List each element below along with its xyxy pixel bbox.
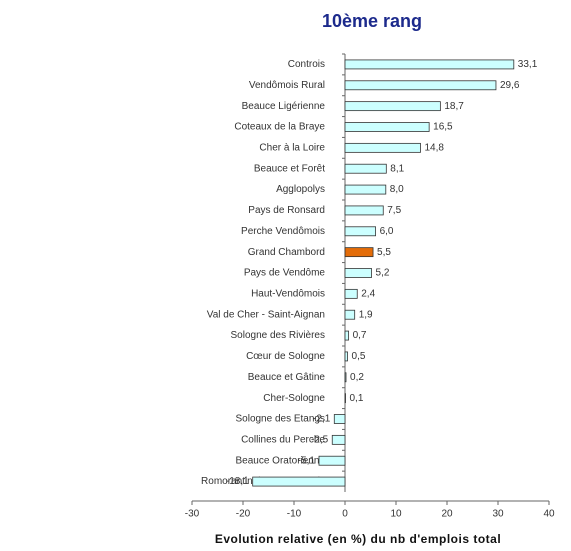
x-tick-label: 0 — [342, 509, 348, 520]
bar — [344, 59, 515, 70]
y-tick-label: Perche Vendômois — [241, 226, 325, 237]
y-tick-label: Sologne des Etangs — [235, 414, 325, 425]
value-label: 8,0 — [390, 184, 404, 195]
y-tick-label: Coteaux de la Braye — [234, 122, 325, 133]
bar — [344, 184, 387, 195]
value-label: 0,1 — [350, 393, 364, 404]
value-label: 0,5 — [352, 351, 366, 362]
y-tick-label: Agglopolys — [276, 184, 325, 195]
value-label: 33,1 — [518, 59, 538, 70]
y-tick-label: Pays de Vendôme — [244, 268, 326, 279]
y-tick-label: Beauce Oratorienne — [235, 455, 325, 466]
value-label: 8,1 — [390, 163, 404, 174]
value-label: -2,5 — [311, 434, 329, 445]
y-tick-label: Controis — [288, 59, 325, 70]
bar — [333, 414, 346, 424]
value-label: 5,5 — [377, 247, 391, 258]
value-label: 6,0 — [380, 226, 394, 237]
value-label: 18,7 — [444, 101, 464, 112]
value-label: 2,4 — [361, 288, 375, 299]
value-label: 0,7 — [353, 330, 367, 341]
bar — [344, 80, 497, 91]
x-tick-label: 20 — [441, 509, 453, 520]
bar — [331, 434, 346, 445]
value-label: 5,2 — [376, 268, 390, 279]
chart-title: 10ème rang — [322, 11, 422, 31]
x-tick-label: 10 — [390, 509, 402, 520]
x-tick-label: 40 — [543, 509, 555, 520]
y-tick-label: Beauce et Gâtine — [248, 372, 326, 383]
y-tick-label: Vendômois Rural — [249, 80, 325, 91]
value-label: 0,2 — [350, 372, 364, 383]
x-tick-label: 30 — [492, 509, 504, 520]
bar — [344, 205, 384, 216]
bar — [344, 101, 441, 112]
value-label: -5,1 — [298, 455, 316, 466]
y-tick-label: Beauce et Forêt — [254, 163, 325, 174]
x-tick-label: -10 — [287, 509, 302, 520]
x-tick-label: -20 — [236, 509, 251, 520]
value-label: 1,9 — [359, 309, 373, 320]
x-tick-label: -30 — [185, 509, 200, 520]
bar — [344, 351, 348, 362]
value-label: 7,5 — [387, 205, 401, 216]
bar — [344, 163, 387, 174]
y-tick-label: Pays de Ronsard — [248, 205, 325, 216]
y-tick-label: Sologne des Rivières — [231, 330, 326, 341]
bar — [344, 288, 358, 299]
value-label: 14,8 — [424, 142, 444, 153]
value-label: 29,6 — [500, 80, 520, 91]
y-tick-label: Cœur de Sologne — [246, 351, 325, 362]
bar — [344, 393, 346, 404]
bar — [344, 247, 374, 258]
y-tick-label: Val de Cher - Saint-Aignan — [207, 309, 325, 320]
x-axis-title: Evolution relative (en %) du nb d'emploi… — [215, 532, 501, 546]
bar — [344, 268, 372, 278]
bar — [252, 476, 346, 487]
y-tick-label: Beauce Ligérienne — [242, 101, 326, 112]
bar — [344, 372, 347, 383]
bar — [344, 226, 377, 237]
bar — [318, 455, 346, 466]
y-tick-label: Collines du Perche — [241, 434, 325, 445]
bar — [344, 330, 349, 341]
bar — [344, 142, 421, 153]
y-tick-label: Haut-Vendômois — [251, 288, 325, 299]
y-tick-label: Grand Chambord — [248, 247, 325, 258]
value-label: -2,1 — [313, 414, 331, 425]
bar — [344, 309, 356, 320]
bar — [344, 122, 430, 132]
y-tick-label: Cher à la Loire — [259, 142, 325, 153]
value-label: -18,1 — [226, 476, 249, 487]
value-label: 16,5 — [433, 122, 453, 133]
y-tick-label: Cher-Sologne — [263, 393, 325, 404]
